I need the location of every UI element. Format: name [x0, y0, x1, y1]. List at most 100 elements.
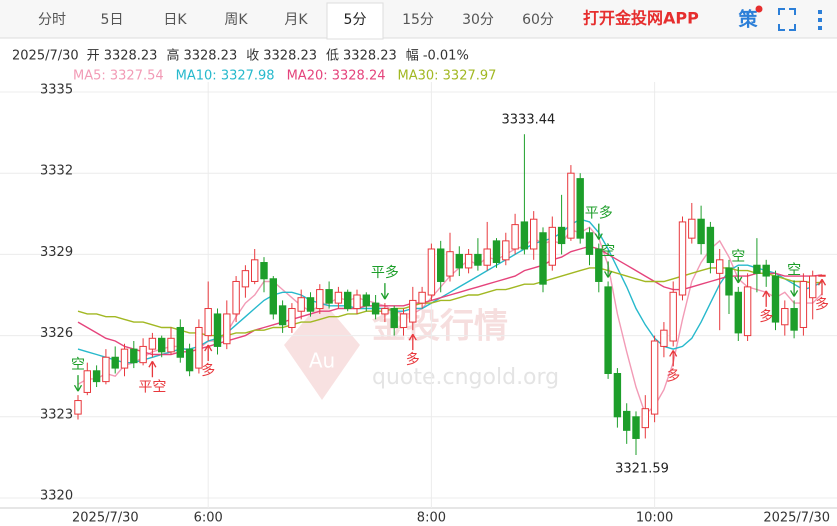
signal-label: 多	[406, 351, 420, 368]
candle-body	[83, 370, 91, 393]
x-tick-label: 8:00	[417, 511, 446, 526]
candle-body	[371, 302, 380, 315]
y-tick-label: 3335	[40, 83, 73, 98]
candle-body	[669, 291, 677, 342]
candle-body	[102, 356, 110, 383]
candle-body	[511, 224, 519, 250]
signal-arrow	[762, 290, 771, 307]
app-link[interactable]: 打开金投网APP	[583, 9, 699, 28]
y-tick-label: 3332	[40, 164, 73, 179]
info-value: 3328.23	[263, 49, 317, 64]
candle-body	[148, 337, 157, 350]
candle-body	[409, 299, 417, 323]
candle-body	[185, 348, 194, 372]
candle-body	[567, 172, 575, 239]
candle-body	[204, 308, 212, 337]
signal-label: 平多	[585, 205, 613, 222]
signal-label: 平多	[371, 264, 399, 281]
tab[interactable]: 15分	[402, 12, 434, 28]
tab[interactable]: 周K	[224, 12, 248, 28]
signal-arrow	[817, 278, 827, 296]
candle-body	[92, 370, 101, 383]
tab[interactable]: 30分	[462, 12, 494, 28]
candle-body	[306, 297, 315, 312]
candle-body	[706, 226, 715, 264]
strategy-icon[interactable]: 策	[738, 8, 758, 31]
candle-body	[381, 308, 389, 315]
info-line: 2025/7/30 开 3328.23 高 3328.23 收 3328.23 低 3328.2…	[12, 48, 469, 64]
candle-body	[604, 286, 612, 374]
candle-body	[678, 221, 687, 296]
signal-arrow	[380, 283, 389, 300]
info-value: 3328.23	[183, 49, 237, 64]
signal-label: 平空	[138, 379, 166, 395]
candle-body	[213, 313, 222, 347]
signal-label: 空	[71, 357, 85, 373]
signal-label: 空	[731, 249, 745, 265]
tab[interactable]: 5分	[344, 12, 367, 28]
signal-arrow	[594, 223, 603, 240]
tab[interactable]: 60分	[522, 12, 554, 28]
candle-body	[297, 297, 305, 312]
candle-body	[418, 291, 426, 304]
info-label: 低	[326, 49, 339, 64]
candle-body	[446, 251, 454, 277]
tab[interactable]: 日K	[163, 12, 187, 28]
info-date: 2025/7/30	[12, 49, 79, 64]
candle-body	[623, 410, 631, 431]
candle-body	[688, 218, 696, 239]
signal-label: 多	[666, 367, 680, 384]
x-tick-label: 10:00	[636, 511, 673, 526]
candle-body	[595, 248, 603, 282]
candle-body	[818, 274, 826, 277]
signal-label: 多	[201, 362, 215, 379]
watermark-url: quote.cngold.org	[372, 365, 559, 390]
info-label: 收	[246, 49, 259, 64]
signal-arrow	[148, 360, 157, 378]
tab[interactable]: 月K	[284, 12, 308, 28]
min-label: 3321.59	[615, 461, 669, 476]
candle-body	[641, 408, 649, 429]
candle-body	[492, 240, 501, 264]
candle-body	[353, 294, 361, 310]
candle-body	[399, 313, 408, 328]
notice-dot	[755, 5, 763, 13]
candle-body	[548, 226, 556, 266]
candle-body	[241, 270, 250, 288]
candle-body	[474, 253, 482, 266]
candle-body	[278, 305, 287, 326]
candle-body	[260, 262, 268, 280]
signal-arrow	[790, 280, 799, 297]
candle-body	[809, 275, 817, 299]
info-value: -0.01%	[423, 49, 469, 64]
more-icon[interactable]	[818, 10, 822, 30]
signal-label: 空	[787, 262, 801, 278]
candle-body	[223, 313, 231, 345]
tab[interactable]: 分时	[38, 12, 66, 28]
candle-body	[771, 275, 780, 323]
candle-body	[697, 218, 705, 245]
candle-body	[130, 348, 138, 364]
max-label: 3333.44	[502, 113, 556, 128]
candle-body	[74, 400, 82, 415]
x-tick-label: 6:00	[194, 511, 223, 526]
tab[interactable]: 5日	[101, 12, 124, 28]
x-tick-label: 2025/7/30	[72, 511, 139, 526]
candle-body	[464, 253, 473, 269]
candle-body	[557, 226, 566, 245]
candle-body	[660, 329, 668, 347]
candle-body	[334, 291, 343, 304]
signal-arrow	[669, 350, 678, 367]
tab-bar	[0, 0, 837, 38]
watermark-logo	[284, 300, 360, 400]
fullscreen-icon[interactable]	[778, 8, 796, 31]
candle-body	[734, 291, 742, 334]
candle-body	[288, 308, 296, 328]
candle-body	[799, 280, 808, 328]
info-label: 幅	[406, 49, 419, 64]
candle-body	[530, 218, 538, 250]
candle-body	[743, 286, 752, 337]
